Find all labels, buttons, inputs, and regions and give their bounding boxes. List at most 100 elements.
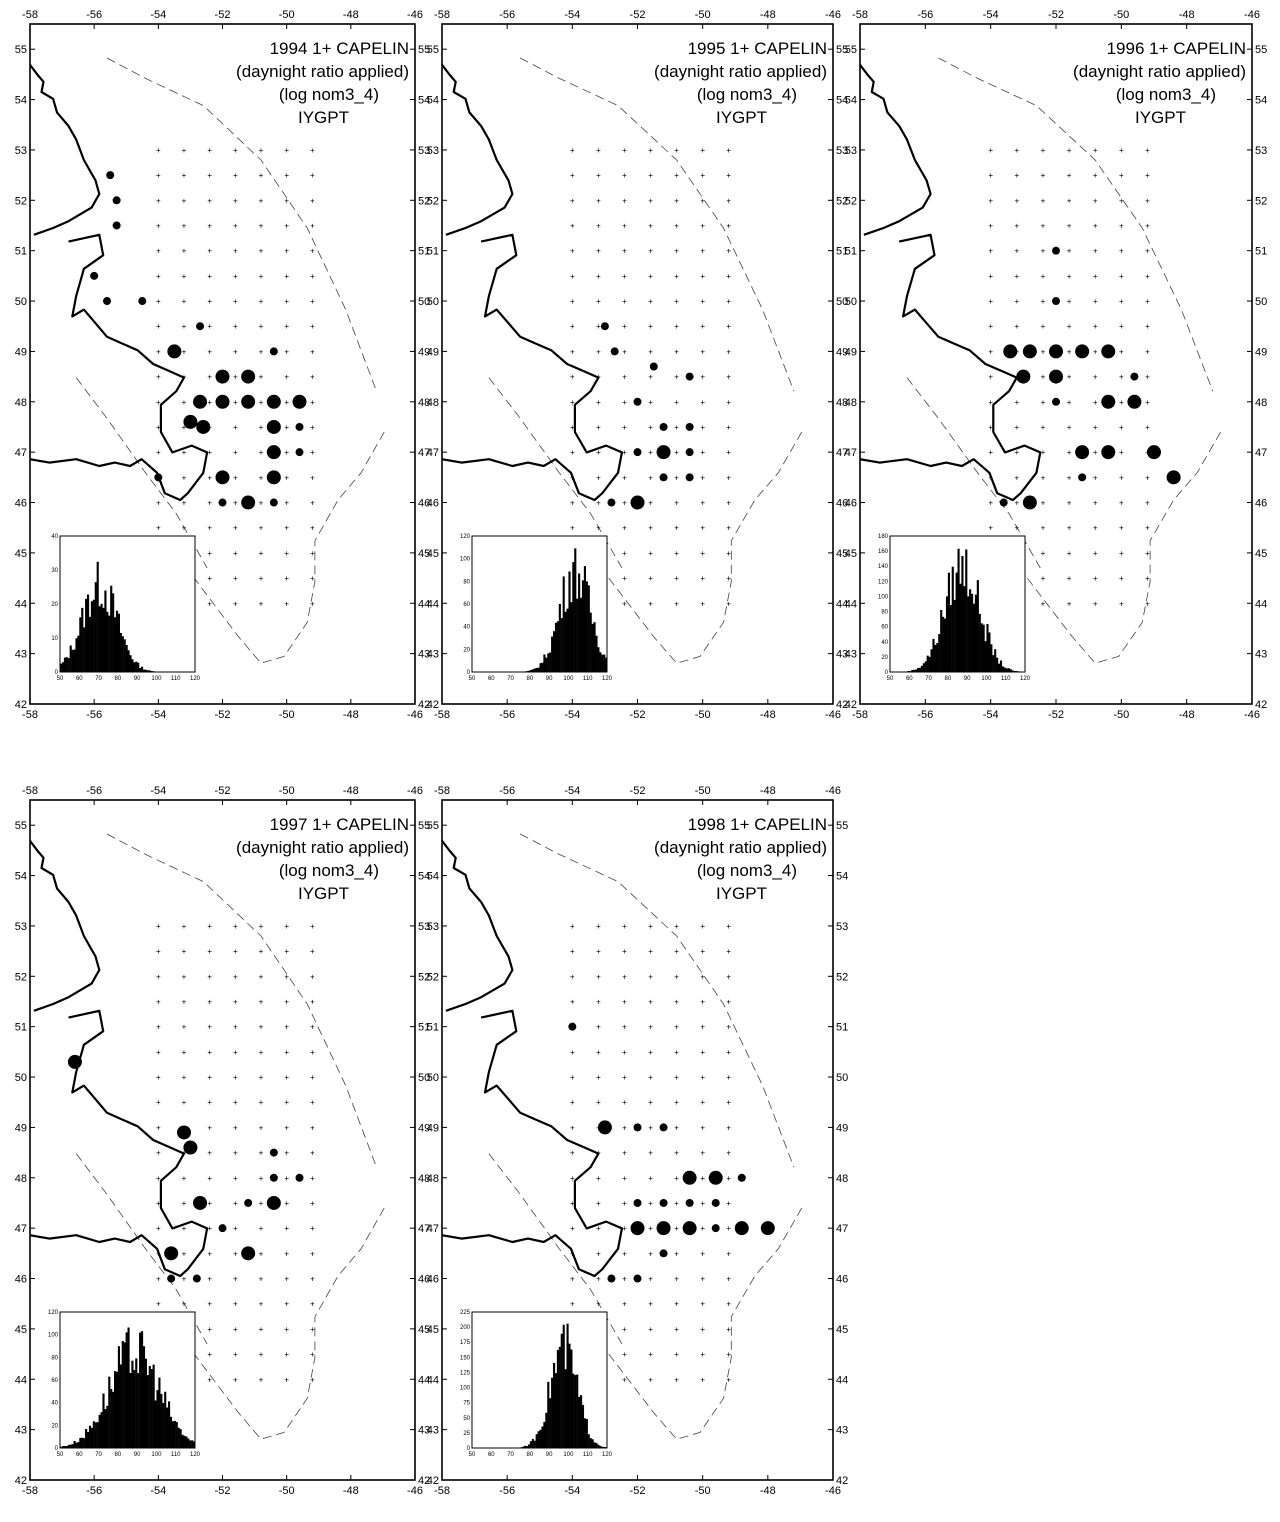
catch-station-dot: [711, 1198, 720, 1207]
grid-station-marker: +: [726, 297, 731, 306]
inset-x-tick-label: 100: [563, 676, 574, 682]
catch-station-dot: [1022, 344, 1037, 359]
grid-station-marker: +: [726, 1073, 731, 1082]
histogram-bar: [539, 663, 542, 672]
grid-station-marker: +: [622, 423, 627, 432]
grid-station-marker: +: [156, 997, 161, 1006]
histogram-bar: [953, 599, 956, 672]
lat-tick-label: 49: [15, 346, 27, 358]
inset-y-tick-label: 40: [463, 625, 470, 631]
grid-station-marker: +: [648, 1174, 653, 1183]
inset-y-tick-label: 0: [467, 670, 471, 676]
histogram-bar: [533, 1440, 536, 1448]
coastline: [442, 1009, 624, 1278]
catch-station-dot: [1075, 344, 1090, 359]
catch-station-dot: [241, 394, 256, 409]
lat-tick-label: 49: [15, 1122, 27, 1134]
grid-station-marker: +: [1041, 272, 1046, 281]
grid-station-marker: +: [596, 1199, 601, 1208]
histogram-bar: [131, 659, 134, 672]
inset-y-tick-label: 20: [463, 647, 470, 653]
grid-station-marker: +: [726, 398, 731, 407]
lat-tick-label: 48: [427, 1173, 439, 1185]
histogram-bar: [129, 1373, 132, 1448]
grid-station-marker: +: [310, 524, 315, 533]
lat-tick-label: 50: [15, 296, 27, 308]
grid-station-marker: +: [700, 972, 705, 981]
grid-station-marker: +: [622, 1023, 627, 1032]
histogram-bar: [135, 1358, 138, 1448]
lon-tick-label: -46: [1244, 709, 1260, 721]
lat-tick-label: 43: [427, 649, 439, 661]
histogram-bar: [936, 643, 939, 672]
catch-station-dot: [266, 1195, 281, 1210]
histogram-bar: [996, 657, 999, 672]
histogram-bar: [554, 1373, 558, 1448]
grid-station-marker: +: [156, 1073, 161, 1082]
grid-station-marker: +: [648, 473, 653, 482]
grid-station-marker: +: [310, 171, 315, 180]
grid-station-marker: +: [182, 972, 187, 981]
grid-station-marker: +: [570, 1224, 575, 1233]
lon-tick-label: -52: [215, 785, 231, 797]
histogram-bar: [152, 671, 155, 672]
grid-station-marker: +: [570, 272, 575, 281]
lat-tick-label: 47: [427, 1223, 439, 1235]
lon-tick-label: -50: [279, 785, 295, 797]
histogram-bar: [549, 652, 552, 672]
inset-x-tick-label: 70: [925, 676, 932, 682]
lat-tick-label: 53: [427, 921, 439, 933]
histogram-bar: [83, 627, 86, 672]
inset-x-tick-label: 80: [945, 676, 952, 682]
grid-station-marker: +: [233, 922, 238, 931]
histogram-bar: [146, 1375, 149, 1448]
grid-station-marker: +: [207, 922, 212, 931]
lat-tick-label: 45: [836, 1324, 848, 1336]
grid-station-marker: +: [284, 922, 289, 931]
inset-x-tick-label: 90: [964, 676, 971, 682]
grid-station-marker: +: [648, 574, 653, 583]
histogram-bar: [526, 1446, 529, 1448]
lat-tick-label: 55: [418, 820, 430, 832]
inset-x-tick-label: 70: [507, 1452, 514, 1458]
lon-tick-label: -56: [86, 1485, 102, 1497]
lat-tick-label: 44: [845, 598, 857, 610]
histogram-bar: [526, 671, 529, 672]
grid-station-marker: +: [156, 1275, 161, 1284]
grid-station-marker: +: [570, 922, 575, 931]
catch-station-dot: [215, 394, 230, 409]
grid-station-marker: +: [700, 1249, 705, 1258]
depth-contour: [906, 377, 1041, 569]
lat-tick-label: 42: [15, 1475, 27, 1487]
histogram-bar: [597, 647, 600, 672]
grid-station-marker: +: [596, 1174, 601, 1183]
histogram-bar: [1001, 666, 1004, 672]
histogram-bar: [556, 621, 559, 672]
grid-station-marker: +: [1119, 423, 1124, 432]
grid-station-marker: +: [648, 1023, 653, 1032]
inset-y-tick-label: 40: [881, 640, 888, 646]
grid-station-marker: +: [700, 1325, 705, 1334]
lat-tick-label: 49: [427, 346, 439, 358]
grid-station-marker: +: [596, 473, 601, 482]
lon-tick-label: -46: [825, 1485, 841, 1497]
grid-station-marker: +: [233, 448, 238, 457]
histogram-bar: [549, 1398, 552, 1448]
lon-tick-label: -58: [434, 709, 450, 721]
histogram-bar: [71, 649, 74, 672]
lat-tick-label: 47: [15, 1223, 27, 1235]
grid-station-marker: +: [674, 574, 679, 583]
histogram-bar: [599, 1445, 602, 1448]
histogram-bar: [100, 603, 103, 672]
lon-tick-label: -48: [760, 1485, 776, 1497]
grid-station-marker: +: [233, 247, 238, 256]
grid-station-marker: +: [156, 1048, 161, 1057]
histogram-bar: [909, 671, 912, 672]
histogram-bar: [160, 1393, 163, 1448]
grid-station-marker: +: [207, 1123, 212, 1132]
histogram-bar: [156, 1390, 159, 1448]
panel-title-line: IYGPT: [1135, 108, 1186, 127]
inset-x-tick-label: 90: [546, 1452, 553, 1458]
grid-station-marker: +: [310, 373, 315, 382]
grid-station-marker: +: [570, 1275, 575, 1284]
